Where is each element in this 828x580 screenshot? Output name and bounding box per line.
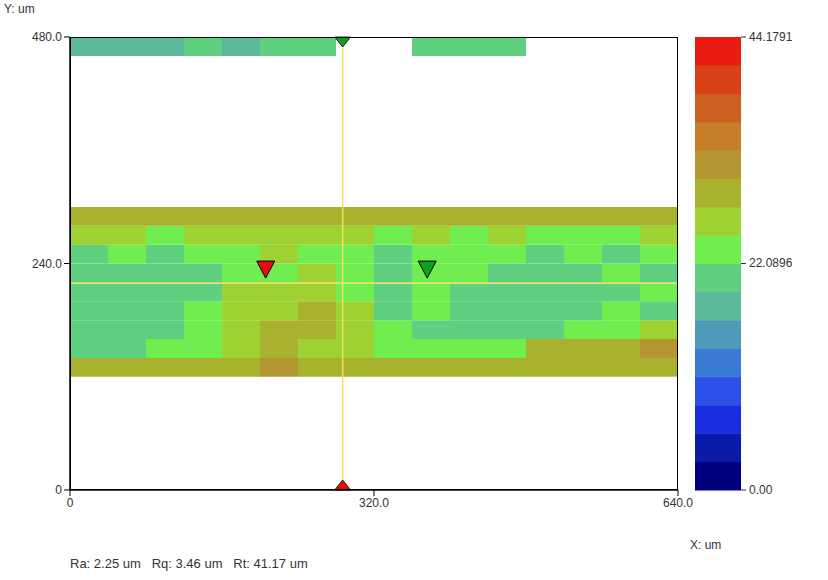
html-text:Y: um: Y: um [4,2,35,16]
html-text:Ra: 2.25 um Rq: 3.46 um Rt: 41: Ra: 2.25 um Rq: 3.46 um Rt: 41.17 um [70,556,308,571]
svg-text:44.1791: 44.1791 [749,30,793,44]
svg-text:0: 0 [55,483,62,497]
svg-text:0: 0 [67,496,74,510]
svg-text:480.0: 480.0 [32,30,62,44]
html-text:X: um: X: um [690,538,722,552]
svg-text:240.0: 240.0 [32,257,62,271]
svg-text:22.0896: 22.0896 [749,256,793,270]
svg-text:640.0: 640.0 [663,496,693,510]
svg-text:320.0: 320.0 [359,496,389,510]
svg-text:0.00: 0.00 [749,483,773,497]
